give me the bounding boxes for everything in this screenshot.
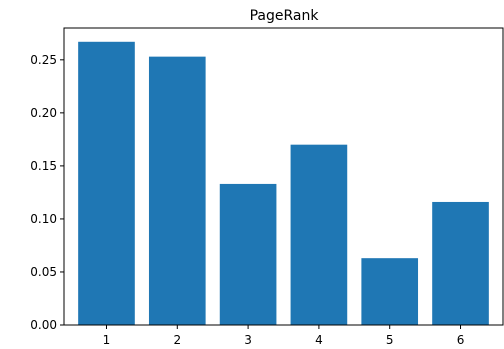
bar-2: [148, 56, 206, 326]
y-tick-label: 0.00: [30, 318, 57, 332]
x-tick-label: 3: [244, 333, 252, 347]
bar-5: [361, 258, 419, 325]
bars: [78, 41, 489, 326]
axes: 0.00 0.05 0.10 0.15 0.20 0.25 1 2 3 4 5 6: [30, 27, 504, 347]
x-tick-label: 1: [103, 333, 111, 347]
plot-frame: [63, 27, 504, 326]
bar-3: [219, 183, 277, 325]
bar-6: [432, 201, 489, 325]
x-tick-label: 2: [173, 333, 181, 347]
chart-title: PageRank: [250, 8, 320, 24]
x-tick-label: 6: [457, 333, 465, 347]
y-tick-label: 0.15: [30, 159, 57, 173]
bar-1: [78, 41, 135, 326]
bar-4: [290, 144, 348, 325]
x-tick-label: 4: [315, 333, 323, 347]
y-tick-label: 0.20: [30, 106, 57, 120]
x-tick-label: 5: [386, 333, 394, 347]
y-tick-label: 0.25: [30, 53, 57, 67]
y-tick-label: 0.10: [30, 212, 57, 226]
y-tick-label: 0.05: [30, 265, 57, 279]
